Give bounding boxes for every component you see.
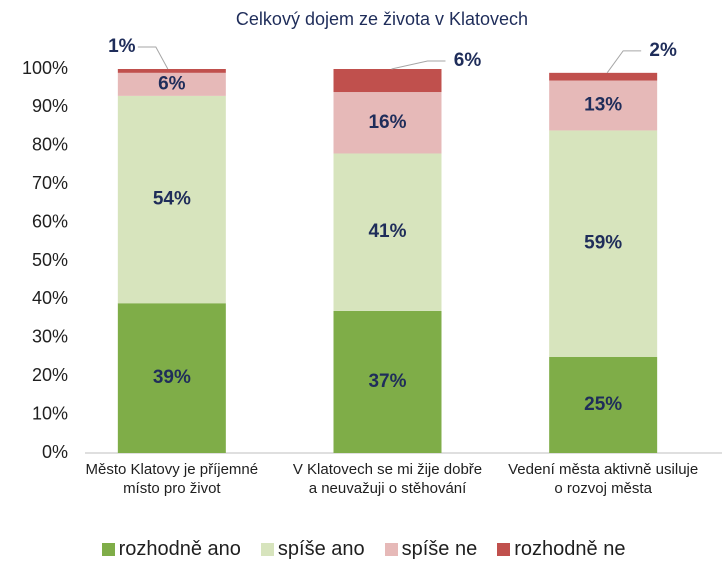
bar-segment	[333, 69, 442, 93]
y-tick-label: 90%	[32, 96, 68, 116]
value-label: 39%	[153, 367, 191, 388]
y-tick-label: 50%	[32, 250, 68, 270]
bar-segment	[549, 72, 658, 81]
value-label: 54%	[153, 189, 191, 210]
bar-segment	[549, 130, 658, 357]
legend-item: spíše ne	[384, 538, 478, 561]
y-tick-label: 80%	[32, 135, 68, 155]
x-tick-label: Město Klatovy je příjemné místo pro živo…	[85, 461, 259, 497]
value-label: 37%	[368, 371, 406, 392]
bar-segment	[549, 357, 658, 453]
legend-label: rozhodně ano	[118, 538, 241, 560]
chart-title: Celkový dojem ze života v Klatovech	[236, 9, 528, 29]
y-tick-label: 10%	[32, 403, 68, 423]
bar-segment	[333, 92, 442, 154]
y-tick-label: 40%	[32, 288, 68, 308]
value-label: 6%	[158, 73, 186, 94]
legend-swatch	[260, 543, 274, 556]
y-tick-label: 60%	[32, 211, 68, 231]
legend-item: spíše ano	[260, 538, 365, 561]
bar-segment	[333, 310, 442, 453]
bar-segment	[549, 80, 658, 131]
legend-swatch	[384, 543, 398, 556]
bar-segment	[117, 72, 226, 96]
leader-line	[606, 50, 642, 74]
value-label: 1%	[108, 36, 136, 57]
value-label: 25%	[584, 394, 622, 415]
x-tick-label: Vedení města aktivně usiluje o rozvoj mě…	[508, 461, 699, 497]
legend-label: rozhodně ne	[514, 538, 626, 560]
legend-label: spíše ne	[401, 538, 478, 560]
legend-swatch	[101, 543, 115, 556]
y-tick-label: 20%	[32, 365, 68, 385]
legend-label: spíše ano	[277, 538, 365, 560]
bar-segment	[117, 303, 226, 453]
y-tick-label: 100%	[22, 58, 68, 78]
leader-line	[137, 46, 169, 70]
value-label: 13%	[584, 94, 622, 115]
legend-item: rozhodně ne	[497, 538, 625, 561]
value-label: 6%	[454, 50, 482, 71]
bar-segment	[117, 69, 226, 73]
bar-segment	[333, 153, 442, 311]
y-tick-label: 30%	[32, 327, 68, 347]
legend: rozhodně ano spíše ano spíše ne rozhodně ne	[0, 538, 727, 561]
legend-swatch	[497, 543, 511, 556]
value-label: 41%	[368, 221, 406, 242]
y-tick-label: 0%	[42, 442, 68, 462]
value-label: 16%	[368, 112, 406, 133]
bar-segment	[117, 95, 226, 304]
legend-item: rozhodně ano	[101, 538, 241, 561]
value-label: 59%	[584, 233, 622, 254]
y-tick-label: 70%	[32, 173, 68, 193]
value-label: 2%	[649, 40, 677, 61]
x-tick-label: V Klatovech se mi žije dobře a neuvažuji…	[292, 461, 483, 497]
leader-line	[391, 60, 446, 70]
